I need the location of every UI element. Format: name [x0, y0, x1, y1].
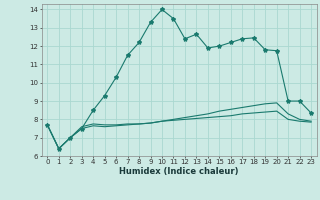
X-axis label: Humidex (Indice chaleur): Humidex (Indice chaleur) [119, 167, 239, 176]
